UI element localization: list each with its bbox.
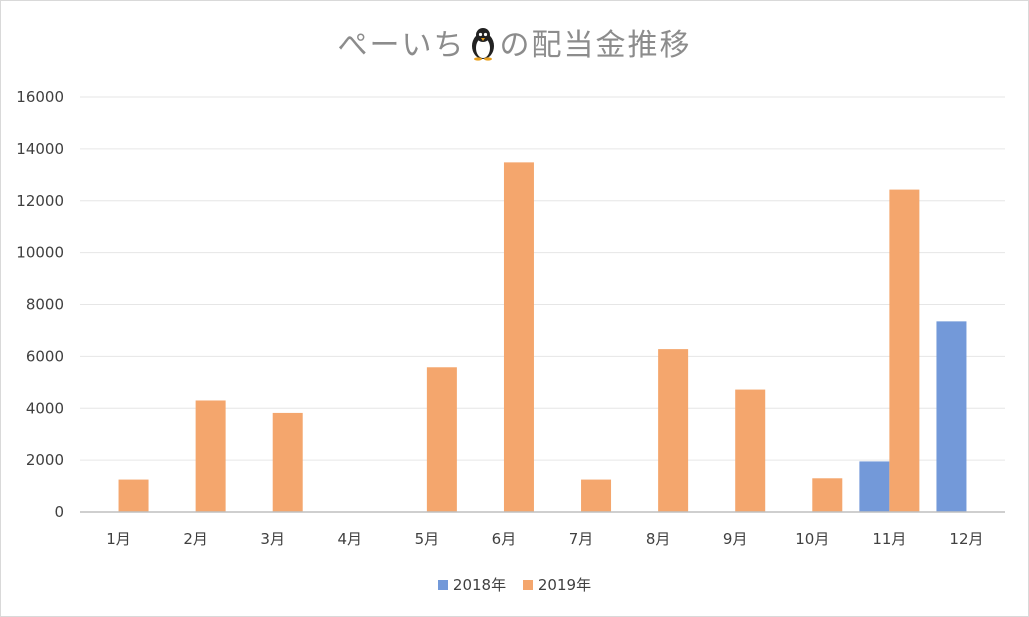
bar-2019年-1月 bbox=[118, 479, 149, 512]
x-tick-label: 2月 bbox=[183, 530, 208, 548]
bar-2019年-5月 bbox=[426, 367, 457, 512]
y-tick-label: 4000 bbox=[26, 399, 64, 417]
y-tick-label: 2000 bbox=[26, 451, 64, 469]
chart-title: ぺーいち の配当金推移 bbox=[0, 20, 1029, 69]
legend-swatch-2018 bbox=[437, 580, 448, 590]
x-tick-label: 1月 bbox=[106, 530, 131, 548]
x-tick-label: 7月 bbox=[569, 530, 594, 548]
chart-title-prefix: ぺーいち bbox=[337, 28, 466, 63]
x-tick-label: 5月 bbox=[415, 530, 440, 548]
x-tick-label: 8月 bbox=[646, 530, 671, 548]
bar-2019年-9月 bbox=[735, 389, 766, 512]
x-tick-label: 4月 bbox=[338, 530, 363, 548]
axes: 0 2000 4000 6000 8000 10000 12000 14000 16000 1月 2… bbox=[16, 88, 1005, 548]
y-tick-label: 14000 bbox=[16, 140, 64, 158]
bar-2019年-2月 bbox=[195, 400, 226, 512]
legend-item-2018[interactable]: 2018年 bbox=[437, 574, 507, 595]
chart-title-suffix: の配当金推移 bbox=[499, 28, 692, 63]
y-tick-label: 12000 bbox=[16, 192, 64, 210]
y-tick-label: 0 bbox=[54, 503, 64, 521]
bar-2018年-12月 bbox=[936, 321, 967, 512]
x-tick-label: 12月 bbox=[949, 530, 983, 548]
gridlines bbox=[80, 96, 1005, 461]
x-tick-label: 11月 bbox=[872, 530, 906, 548]
legend-item-2019[interactable]: 2019年 bbox=[522, 574, 592, 595]
legend: 2018年 2019年 bbox=[0, 574, 1029, 595]
legend-label-2019: 2019年 bbox=[537, 576, 592, 594]
x-tick-label: 6月 bbox=[492, 530, 517, 548]
bar-2019年-7月 bbox=[581, 479, 612, 512]
y-tick-label: 16000 bbox=[16, 88, 64, 106]
x-tick-label: 3月 bbox=[260, 530, 285, 548]
y-tick-label: 8000 bbox=[26, 296, 64, 314]
bars bbox=[118, 162, 967, 513]
y-tick-label: 10000 bbox=[16, 244, 64, 262]
x-tick-label: 10月 bbox=[795, 530, 829, 548]
legend-swatch-2019 bbox=[522, 580, 533, 590]
bar-2018年-11月 bbox=[859, 461, 890, 512]
legend-label-2018: 2018年 bbox=[452, 576, 507, 594]
bar-2019年-10月 bbox=[812, 478, 843, 512]
bar-2019年-6月 bbox=[503, 162, 534, 513]
bar-2019年-8月 bbox=[658, 349, 689, 512]
bar-2019年-3月 bbox=[272, 412, 303, 512]
penguin-icon bbox=[468, 27, 498, 69]
x-tick-label: 9月 bbox=[723, 530, 748, 548]
bar-2019年-11月 bbox=[889, 189, 920, 513]
y-tick-label: 6000 bbox=[26, 347, 64, 365]
